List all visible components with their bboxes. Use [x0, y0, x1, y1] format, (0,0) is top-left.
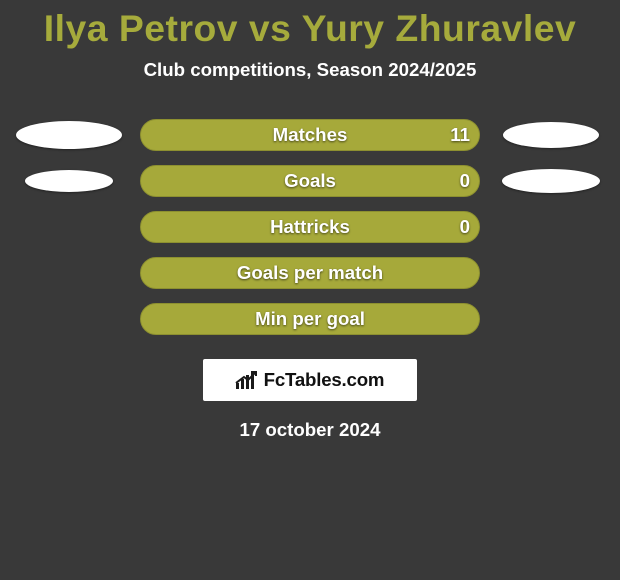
stat-bar: Goals per match [140, 257, 480, 289]
right-side-slot [496, 120, 606, 150]
left-side-slot [14, 304, 124, 334]
left-side-slot [14, 212, 124, 242]
player-pill-right [502, 169, 600, 193]
subtitle: Club competitions, Season 2024/2025 [0, 59, 620, 81]
left-side-slot [14, 258, 124, 288]
left-side-slot [14, 166, 124, 196]
stat-value-right: 11 [450, 124, 470, 146]
stat-row: Goals 0 [0, 165, 620, 197]
player-pill-left [16, 121, 122, 149]
stat-label: Min per goal [255, 308, 365, 330]
left-side-slot [14, 120, 124, 150]
stat-bar: Min per goal [140, 303, 480, 335]
stat-row: Matches 11 [0, 119, 620, 151]
player-pill-right [503, 122, 599, 148]
right-side-slot [496, 166, 606, 196]
stat-label: Goals per match [237, 262, 383, 284]
stat-row: Hattricks 0 [0, 211, 620, 243]
brand-chart-icon [236, 371, 258, 389]
stats-rows: Matches 11 Goals 0 Hattricks 0 Goals per match… [0, 119, 620, 335]
stat-label: Goals [284, 170, 336, 192]
brand-badge: FcTables.com [203, 359, 417, 401]
stat-label: Matches [273, 124, 348, 146]
player-pill-left [25, 170, 113, 192]
stat-value-right: 0 [460, 216, 470, 238]
brand-text: FcTables.com [264, 369, 385, 391]
page-title: Ilya Petrov vs Yury Zhuravlev [0, 0, 620, 49]
stat-bar: Hattricks 0 [140, 211, 480, 243]
stat-row: Goals per match [0, 257, 620, 289]
stat-value-right: 0 [460, 170, 470, 192]
stat-label: Hattricks [270, 216, 350, 238]
stat-bar: Goals 0 [140, 165, 480, 197]
brand-arrow-icon [234, 371, 258, 385]
right-side-slot [496, 304, 606, 334]
right-side-slot [496, 258, 606, 288]
stat-bar: Matches 11 [140, 119, 480, 151]
date-label: 17 october 2024 [0, 419, 620, 441]
right-side-slot [496, 212, 606, 242]
stat-row: Min per goal [0, 303, 620, 335]
